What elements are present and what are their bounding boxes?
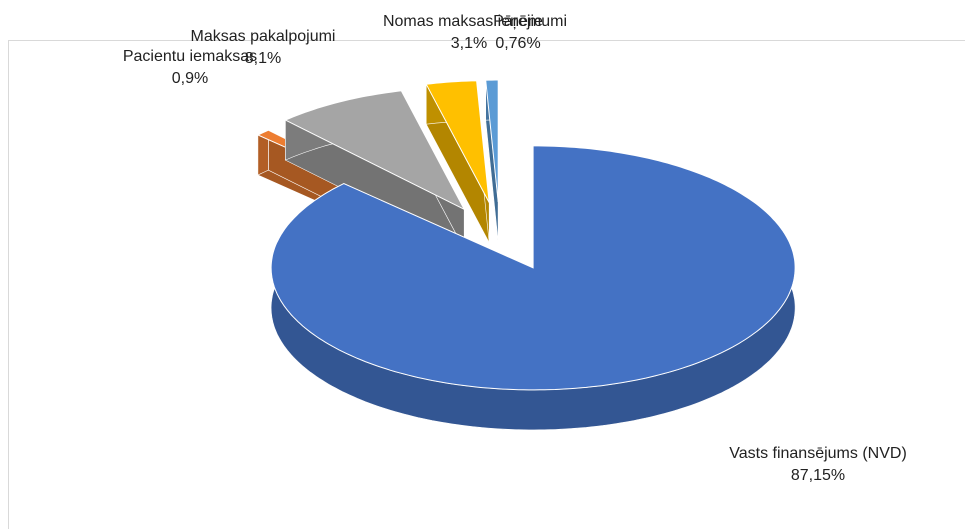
- slice: [270, 145, 796, 391]
- data-label-value: 3,1%: [451, 35, 487, 52]
- slice: [284, 90, 466, 211]
- data-label-value: 8,1%: [245, 50, 281, 67]
- data-label-value: 0,9%: [172, 70, 208, 87]
- data-label-value: 87,15%: [791, 467, 845, 484]
- data-label-value: 0,76%: [495, 35, 540, 52]
- data-label-name: Vasts finansējums (NVD): [729, 445, 907, 462]
- slice: [485, 79, 499, 203]
- plot-frame: [8, 40, 965, 529]
- data-label-name: Pacientu iemaksas: [123, 48, 257, 65]
- data-label-name: Nomas maksas ieņēmumi: [383, 13, 567, 30]
- slice: [425, 80, 490, 203]
- data-label-name: Maksas pakalpojumi: [191, 28, 336, 45]
- data-label-name: Pārējie: [493, 13, 543, 30]
